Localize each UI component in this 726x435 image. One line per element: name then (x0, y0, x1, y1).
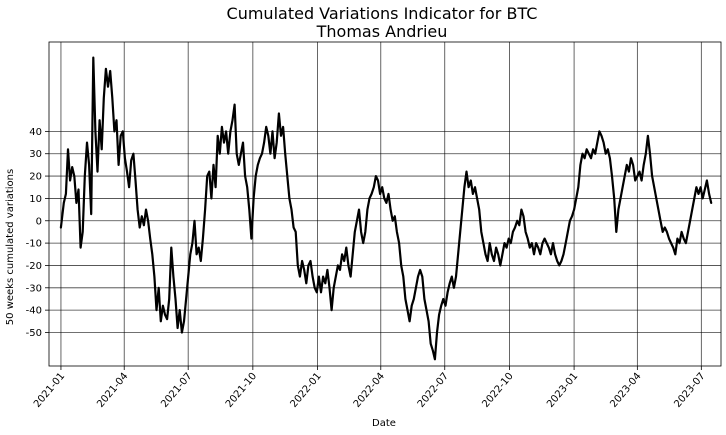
y-tick-label: -40 (26, 306, 42, 317)
x-tick-label: 2021-04 (95, 371, 130, 410)
y-tick-label: 40 (29, 127, 42, 138)
y-tick-label: -30 (26, 283, 42, 294)
x-tick-label: 2022-10 (480, 371, 515, 410)
y-tick-label: -50 (26, 328, 42, 339)
series-line (59, 56, 713, 361)
axis-ticks: -50 -40 -30 -20 -10 0 10 20 30 40 2021-01 2021-04 20… (26, 127, 708, 410)
y-tick-label: 0 (36, 216, 42, 227)
x-tick-label: 2023-07 (672, 371, 707, 410)
y-axis-label: 50 weeks cumulated variations (5, 169, 16, 325)
x-tick-label: 2022-04 (352, 371, 387, 410)
y-tick-label: 10 (29, 194, 42, 205)
x-tick-label: 2023-01 (545, 371, 580, 410)
y-tick-label: -20 (26, 261, 42, 272)
x-tick-label: 2021-10 (224, 371, 259, 410)
y-tick-label: 20 (29, 172, 42, 183)
x-tick-label: 2022-07 (416, 371, 451, 410)
y-tick-label: -10 (26, 239, 42, 250)
chart-subtitle: Thomas Andrieu (316, 22, 448, 41)
x-tick-label: 2023-04 (608, 371, 643, 410)
y-tick-label: 30 (29, 149, 42, 160)
x-tick-label: 2021-01 (32, 371, 67, 410)
series-layer (59, 56, 713, 361)
chart-title: Cumulated Variations Indicator for BTC (227, 4, 538, 23)
x-tick-label: 2021-07 (159, 371, 194, 410)
x-tick-label: 2022-01 (289, 371, 324, 410)
x-axis-label: Date (372, 418, 396, 429)
plot-area-frame (48, 41, 722, 367)
